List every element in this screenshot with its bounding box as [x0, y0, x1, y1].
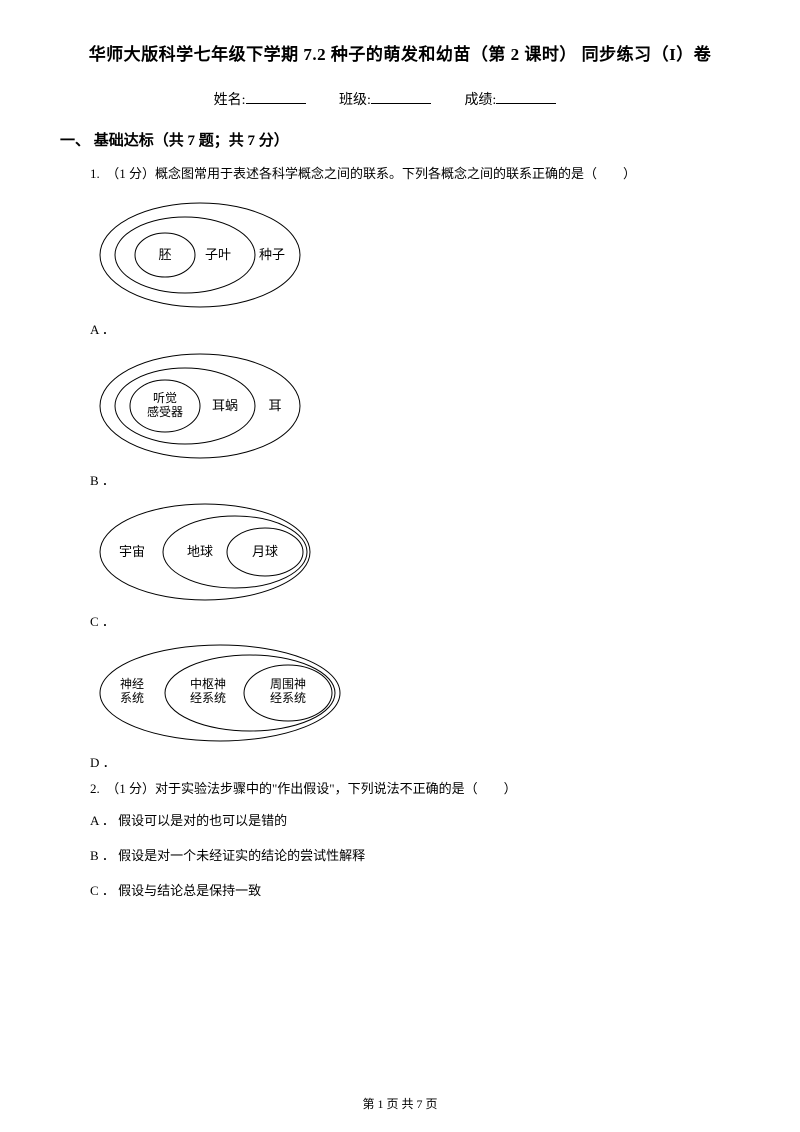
svg-text:神经: 神经	[120, 677, 144, 691]
q1-diagram-c: 宇宙 地球 月球	[90, 497, 320, 611]
svg-text:子叶: 子叶	[205, 247, 231, 262]
q1-option-a-row: 胚 子叶 种子 A ．	[90, 195, 740, 338]
svg-text:种子: 种子	[259, 247, 285, 262]
class-blank[interactable]	[371, 90, 431, 104]
question-1-stem: 1. （1 分）概念图常用于表述各科学概念之间的联系。下列各概念之间的联系正确的…	[90, 164, 740, 185]
svg-text:中枢神: 中枢神	[190, 676, 226, 691]
page-title: 华师大版科学七年级下学期 7.2 种子的萌发和幼苗（第 2 课时） 同步练习（I…	[60, 40, 740, 65]
svg-text:月球: 月球	[252, 544, 278, 559]
svg-text:胚: 胚	[158, 247, 171, 262]
name-label: 姓名:	[214, 93, 246, 108]
q1-diagram-b: 听觉 感受器 耳蜗 耳	[90, 346, 310, 470]
name-blank[interactable]	[246, 90, 306, 104]
q1-option-a-label: A ．	[90, 319, 115, 338]
svg-text:宇宙: 宇宙	[119, 544, 145, 559]
svg-text:系统: 系统	[120, 691, 144, 705]
svg-text:听觉: 听觉	[153, 391, 177, 405]
page-container: 华师大版科学七年级下学期 7.2 种子的萌发和幼苗（第 2 课时） 同步练习（I…	[0, 0, 800, 1132]
svg-text:经系统: 经系统	[270, 691, 306, 705]
q1-option-b-row: 听觉 感受器 耳蜗 耳 B ．	[90, 346, 740, 489]
q1-option-d-row: 神经 系统 中枢神 经系统 周围神 经系统 D ．	[90, 638, 740, 771]
q2-option-c: C ． 假设与结论总是保持一致	[90, 880, 740, 899]
q1-option-b-label: B ．	[90, 470, 115, 489]
q1-option-c-label: C ．	[90, 611, 115, 630]
page-footer: 第 1 页 共 7 页	[0, 1095, 800, 1112]
q1-option-c-row: 宇宙 地球 月球 C ．	[90, 497, 740, 630]
q1-diagram-d: 神经 系统 中枢神 经系统 周围神 经系统	[90, 638, 350, 752]
svg-text:耳: 耳	[268, 398, 281, 413]
q1-option-d-label: D ．	[90, 752, 116, 771]
svg-text:周围神: 周围神	[270, 677, 306, 691]
question-2-stem: 2. （1 分）对于实验法步骤中的"作出假设"，下列说法不正确的是（ ）	[90, 779, 740, 800]
svg-text:地球: 地球	[187, 544, 213, 559]
q2-option-a: A ． 假设可以是对的也可以是错的	[90, 810, 740, 829]
score-label: 成绩:	[464, 93, 496, 108]
q1-diagram-a: 胚 子叶 种子	[90, 195, 310, 319]
svg-text:经系统: 经系统	[190, 691, 226, 705]
svg-text:耳蜗: 耳蜗	[212, 398, 238, 413]
score-blank[interactable]	[496, 90, 556, 104]
q2-option-b: B ． 假设是对一个未经证实的结论的尝试性解释	[90, 845, 740, 864]
svg-text:感受器: 感受器	[147, 404, 183, 419]
class-label: 班级:	[339, 93, 371, 108]
section-1-header: 一、 基础达标（共 7 题；共 7 分）	[60, 129, 740, 150]
student-info-line: 姓名: 班级: 成绩:	[60, 89, 740, 109]
